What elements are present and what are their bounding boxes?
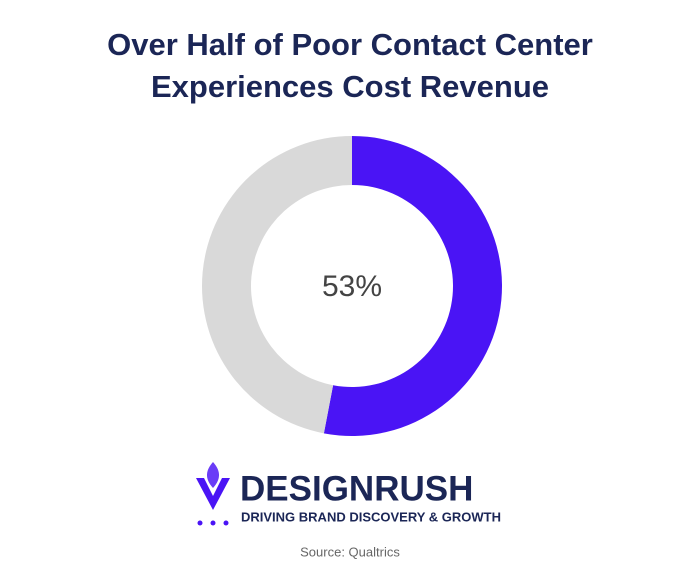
logo-tagline: DRIVING BRAND DISCOVERY & GROWTH: [241, 509, 501, 524]
source: Source: Qualtrics: [300, 544, 400, 559]
donut-segment: [202, 136, 352, 434]
donut-segment: [323, 136, 503, 436]
center-label: 53%: [322, 270, 382, 303]
logo-name: DESIGNRUSH: [240, 469, 473, 508]
donut: [202, 136, 503, 436]
chart-title: Over Half of Poor Contact Center Experie…: [107, 27, 593, 104]
logo-icon: [196, 462, 230, 526]
